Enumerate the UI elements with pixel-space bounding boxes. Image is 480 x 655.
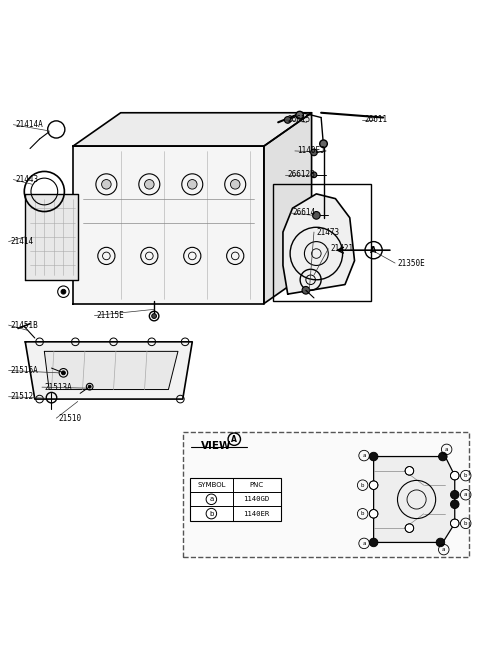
Circle shape	[450, 500, 459, 508]
Text: 1140ER: 1140ER	[243, 511, 270, 517]
Polygon shape	[264, 113, 312, 304]
Circle shape	[102, 179, 111, 189]
Text: a: a	[362, 541, 366, 546]
Polygon shape	[73, 146, 264, 304]
Circle shape	[450, 491, 459, 499]
Circle shape	[369, 452, 378, 461]
Text: 26614: 26614	[292, 208, 316, 217]
Text: 21512: 21512	[11, 392, 34, 402]
Polygon shape	[73, 113, 312, 146]
Circle shape	[188, 179, 197, 189]
Text: a: a	[445, 447, 448, 452]
Text: 21414A: 21414A	[16, 120, 44, 129]
Text: b: b	[464, 521, 468, 526]
Text: 21443: 21443	[16, 175, 39, 184]
Text: PNC: PNC	[250, 482, 264, 488]
Text: 1140EJ: 1140EJ	[297, 147, 325, 155]
Circle shape	[61, 371, 65, 375]
Circle shape	[311, 172, 317, 178]
Polygon shape	[373, 457, 455, 542]
Circle shape	[320, 140, 327, 147]
Text: 1140GD: 1140GD	[243, 496, 270, 502]
Circle shape	[312, 212, 320, 219]
Circle shape	[369, 481, 378, 489]
Text: b: b	[361, 512, 364, 516]
Circle shape	[436, 538, 445, 547]
Text: b: b	[464, 473, 468, 478]
Text: 21115E: 21115E	[97, 311, 125, 320]
Text: 26611: 26611	[364, 115, 387, 124]
Polygon shape	[25, 342, 192, 399]
Circle shape	[152, 314, 156, 318]
Circle shape	[369, 538, 378, 547]
Circle shape	[144, 179, 154, 189]
Text: a: a	[209, 496, 214, 502]
Circle shape	[61, 290, 66, 294]
Polygon shape	[25, 194, 78, 280]
Circle shape	[296, 111, 303, 119]
Circle shape	[230, 179, 240, 189]
Circle shape	[439, 452, 447, 461]
Text: 21414: 21414	[11, 237, 34, 246]
Text: A: A	[231, 435, 237, 443]
Text: b: b	[209, 511, 214, 517]
Circle shape	[284, 117, 291, 123]
Text: 26615: 26615	[288, 115, 311, 124]
Bar	[183, 432, 469, 557]
Polygon shape	[44, 351, 178, 390]
Text: A: A	[371, 246, 377, 255]
Text: a: a	[442, 547, 445, 552]
Circle shape	[302, 286, 310, 294]
Text: b: b	[361, 483, 364, 488]
Text: SYMBOL: SYMBOL	[197, 482, 226, 488]
Circle shape	[405, 466, 414, 475]
Polygon shape	[283, 194, 355, 294]
Text: a: a	[464, 492, 468, 497]
Circle shape	[450, 519, 459, 528]
Bar	[190, 478, 281, 521]
Circle shape	[311, 149, 317, 156]
Text: 21473: 21473	[316, 227, 339, 236]
Circle shape	[450, 472, 459, 480]
Text: a: a	[362, 453, 366, 458]
Text: 21510: 21510	[59, 414, 82, 422]
Circle shape	[369, 510, 378, 518]
Text: 21516A: 21516A	[11, 366, 39, 375]
Circle shape	[405, 524, 414, 533]
Text: 21350E: 21350E	[397, 259, 425, 268]
Text: VIEW: VIEW	[201, 441, 231, 451]
Circle shape	[88, 385, 91, 388]
Text: 26612B: 26612B	[288, 170, 315, 179]
Text: 21421: 21421	[331, 244, 354, 253]
Text: 21451B: 21451B	[11, 320, 39, 329]
Bar	[274, 184, 371, 301]
Text: 21513A: 21513A	[44, 383, 72, 392]
